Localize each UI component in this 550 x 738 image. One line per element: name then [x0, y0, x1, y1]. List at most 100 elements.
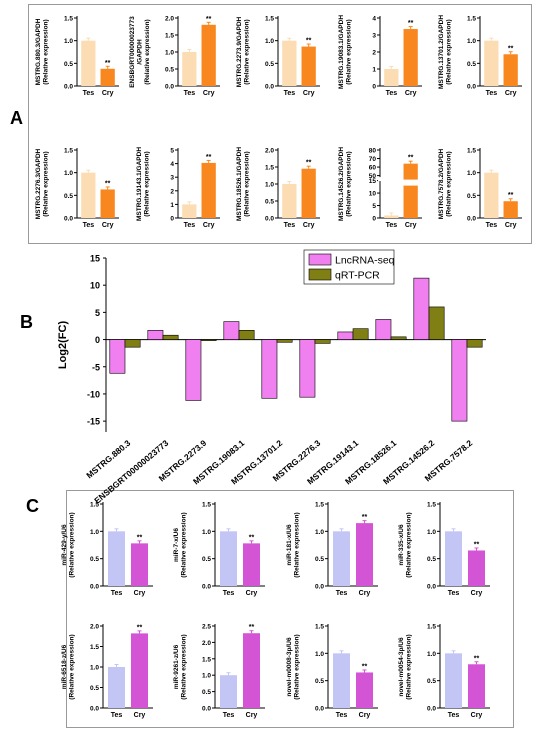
bar-tes — [81, 172, 96, 218]
y-tick-label: 0.0 — [90, 584, 99, 591]
y-tick-label: 1.5 — [427, 624, 436, 631]
y-tick-label: 15 — [369, 178, 377, 185]
bar-tes — [384, 215, 399, 218]
x-tick-label: Tes — [184, 90, 196, 97]
significance-marker: ** — [408, 155, 414, 162]
y-tick-label: 1.0 — [64, 38, 73, 45]
y-tick-label: 0.5 — [165, 67, 174, 74]
x-tick-label: ENSBGRT00000023773 — [92, 438, 170, 506]
y-tick-label: 1.0 — [265, 182, 274, 189]
y-tick-label: 0 — [372, 84, 376, 91]
x-tick-label: Tes — [83, 222, 95, 229]
y-tick-label: 0.5 — [64, 193, 73, 200]
x-tick-label: Tes — [448, 712, 460, 719]
bar-lncrna-seq — [451, 339, 468, 422]
y-tick-label: 0.5 — [467, 193, 476, 200]
y-tick-label: 0.0 — [315, 584, 324, 591]
y-tick-label: 0.5 — [90, 556, 99, 563]
y-tick-label: 0.0 — [467, 84, 476, 91]
bar-lncrna-seq — [337, 331, 354, 340]
y-tick-label: 5 — [372, 203, 376, 210]
y-tick-label: 1.5 — [90, 502, 99, 509]
legend-swatch — [308, 253, 332, 266]
bar-cry — [468, 550, 485, 586]
x-tick-label: Cry — [505, 90, 517, 97]
mini-chart-16: 0.0 0.5 1.0 1.5 novel-m0008-3p/U6(Relative e… — [286, 624, 378, 719]
x-tick-label: Cry — [134, 712, 146, 719]
x-tick-label: Cry — [246, 590, 258, 597]
y-tick-label: 0.5 — [64, 61, 73, 68]
y-tick-label: 1.0 — [315, 529, 324, 536]
y-tick-label: 50 — [369, 173, 377, 180]
y-tick-label: 0.0 — [165, 84, 174, 91]
y-tick-label: 1.5 — [467, 148, 476, 155]
mini-chart-6: 0 1 2 3 4 5 MSTRG.19143.1/GAPDH(Relative expre… — [136, 147, 220, 229]
y-axis-label: MSTRG.14526.2/GAPDH(Relative expression) — [338, 147, 353, 221]
x-tick-label: Cry — [303, 222, 315, 229]
bar-tes — [220, 675, 237, 708]
y-axis-label: miR-429-y/U6(Relative expression) — [61, 512, 76, 577]
bar-cry — [403, 163, 418, 218]
mini-chart-9: 0.0 0.5 1.0 1.5 MSTRG.7578.2/GAPDH(Relative … — [438, 148, 522, 229]
x-tick-label: Cry — [405, 222, 417, 229]
y-axis-label: novel-m0054-3p/U6(Relative expression) — [398, 634, 413, 699]
y-tick-label: 1.5 — [427, 502, 436, 509]
bar-cry — [403, 29, 418, 86]
significance-marker: ** — [508, 45, 514, 52]
y-tick-label: 4 — [372, 16, 376, 23]
x-tick-label: Tes — [486, 222, 498, 229]
bar-tes — [445, 653, 462, 708]
y-tick-label: 2.5 — [202, 624, 211, 631]
y-tick-label: 0.0 — [427, 584, 436, 591]
significance-marker: ** — [474, 541, 480, 548]
x-tick-label: Cry — [203, 222, 215, 229]
x-tick-label: Cry — [246, 712, 258, 719]
mini-chart-4: 0.0 0.5 1.0 1.5 MSTRG.13701.2/GAPDH(Relative… — [438, 15, 522, 97]
y-tick-label: 1.0 — [467, 38, 476, 45]
legend-swatch — [308, 268, 332, 281]
mini-chart-17: 0.0 0.5 1.0 1.5 novel-m0054-3p/U6(Relative e… — [398, 624, 490, 719]
bar-qrt-pcr — [314, 339, 331, 344]
y-axis-label: MSTRG.18526.1/GAPDH(Relative expression) — [236, 147, 251, 221]
significance-marker: ** — [249, 624, 255, 631]
bar-cry — [243, 543, 260, 586]
y-tick-label: 1.0 — [64, 170, 73, 177]
mini-chart-1: 0.0 0.5 1.0 1.5 2.0 ENSBGRT00000023773/GAPDH(… — [129, 16, 220, 97]
y-tick-label: 1.5 — [467, 16, 476, 23]
bar-lncrna-seq — [413, 277, 430, 340]
y-axis-label: MSTRG.19143.1/GAPDH(Relative expression) — [136, 147, 151, 221]
y-tick-label: 1.0 — [315, 651, 324, 658]
bar-tes — [333, 531, 350, 586]
bar-tes — [182, 52, 197, 86]
bar-tes — [484, 172, 499, 218]
mini-chart-10: 0.0 0.5 1.0 1.5 miR-429-y/U6(Relative expres… — [61, 502, 153, 597]
y-tick-label: -5 — [92, 362, 100, 372]
y-tick-label: 0.5 — [427, 678, 436, 685]
axis-break — [378, 177, 382, 182]
significance-marker: ** — [105, 60, 111, 67]
mini-chart-14: 0.0 0.5 1.0 1.5 2.0 miR-6518-z/U6(Relative ex… — [61, 624, 153, 719]
x-tick-label: Cry — [505, 222, 517, 229]
y-tick-label: 1.0 — [165, 50, 174, 57]
bar-tes — [108, 667, 125, 708]
bar-qrt-pcr — [428, 306, 445, 340]
chart-b: -15-10-5051015Log2(FC)MSTRG.880.3ENSBGRT… — [57, 249, 486, 506]
x-tick-label: Tes — [336, 590, 348, 597]
y-tick-label: 10 — [369, 191, 377, 198]
y-tick-label: 10 — [90, 281, 100, 291]
y-tick-label: 70 — [369, 156, 377, 163]
mini-chart-12: 0.0 0.5 1.0 1.5 miR-181-x/U6(Relative expres… — [286, 502, 378, 597]
y-tick-label: 1.0 — [427, 529, 436, 536]
mini-chart-3: 0 1 2 3 4 MSTRG.19083.1/GAPDH(Relative expres… — [338, 15, 422, 97]
bar-tes — [484, 40, 499, 86]
bar-cry — [301, 46, 316, 86]
y-tick-label: 0 — [95, 335, 100, 345]
y-tick-label: 3 — [372, 33, 376, 40]
x-tick-label: Tes — [336, 712, 348, 719]
bar-cry — [131, 543, 148, 586]
x-tick-label: Tes — [184, 222, 196, 229]
y-tick-label: 1.5 — [315, 624, 324, 631]
bar-cry — [100, 189, 115, 218]
mini-chart-15: 0.0 0.5 1.0 1.5 2.0 2.5 miR-9261-z/U6(Relative… — [173, 624, 265, 719]
